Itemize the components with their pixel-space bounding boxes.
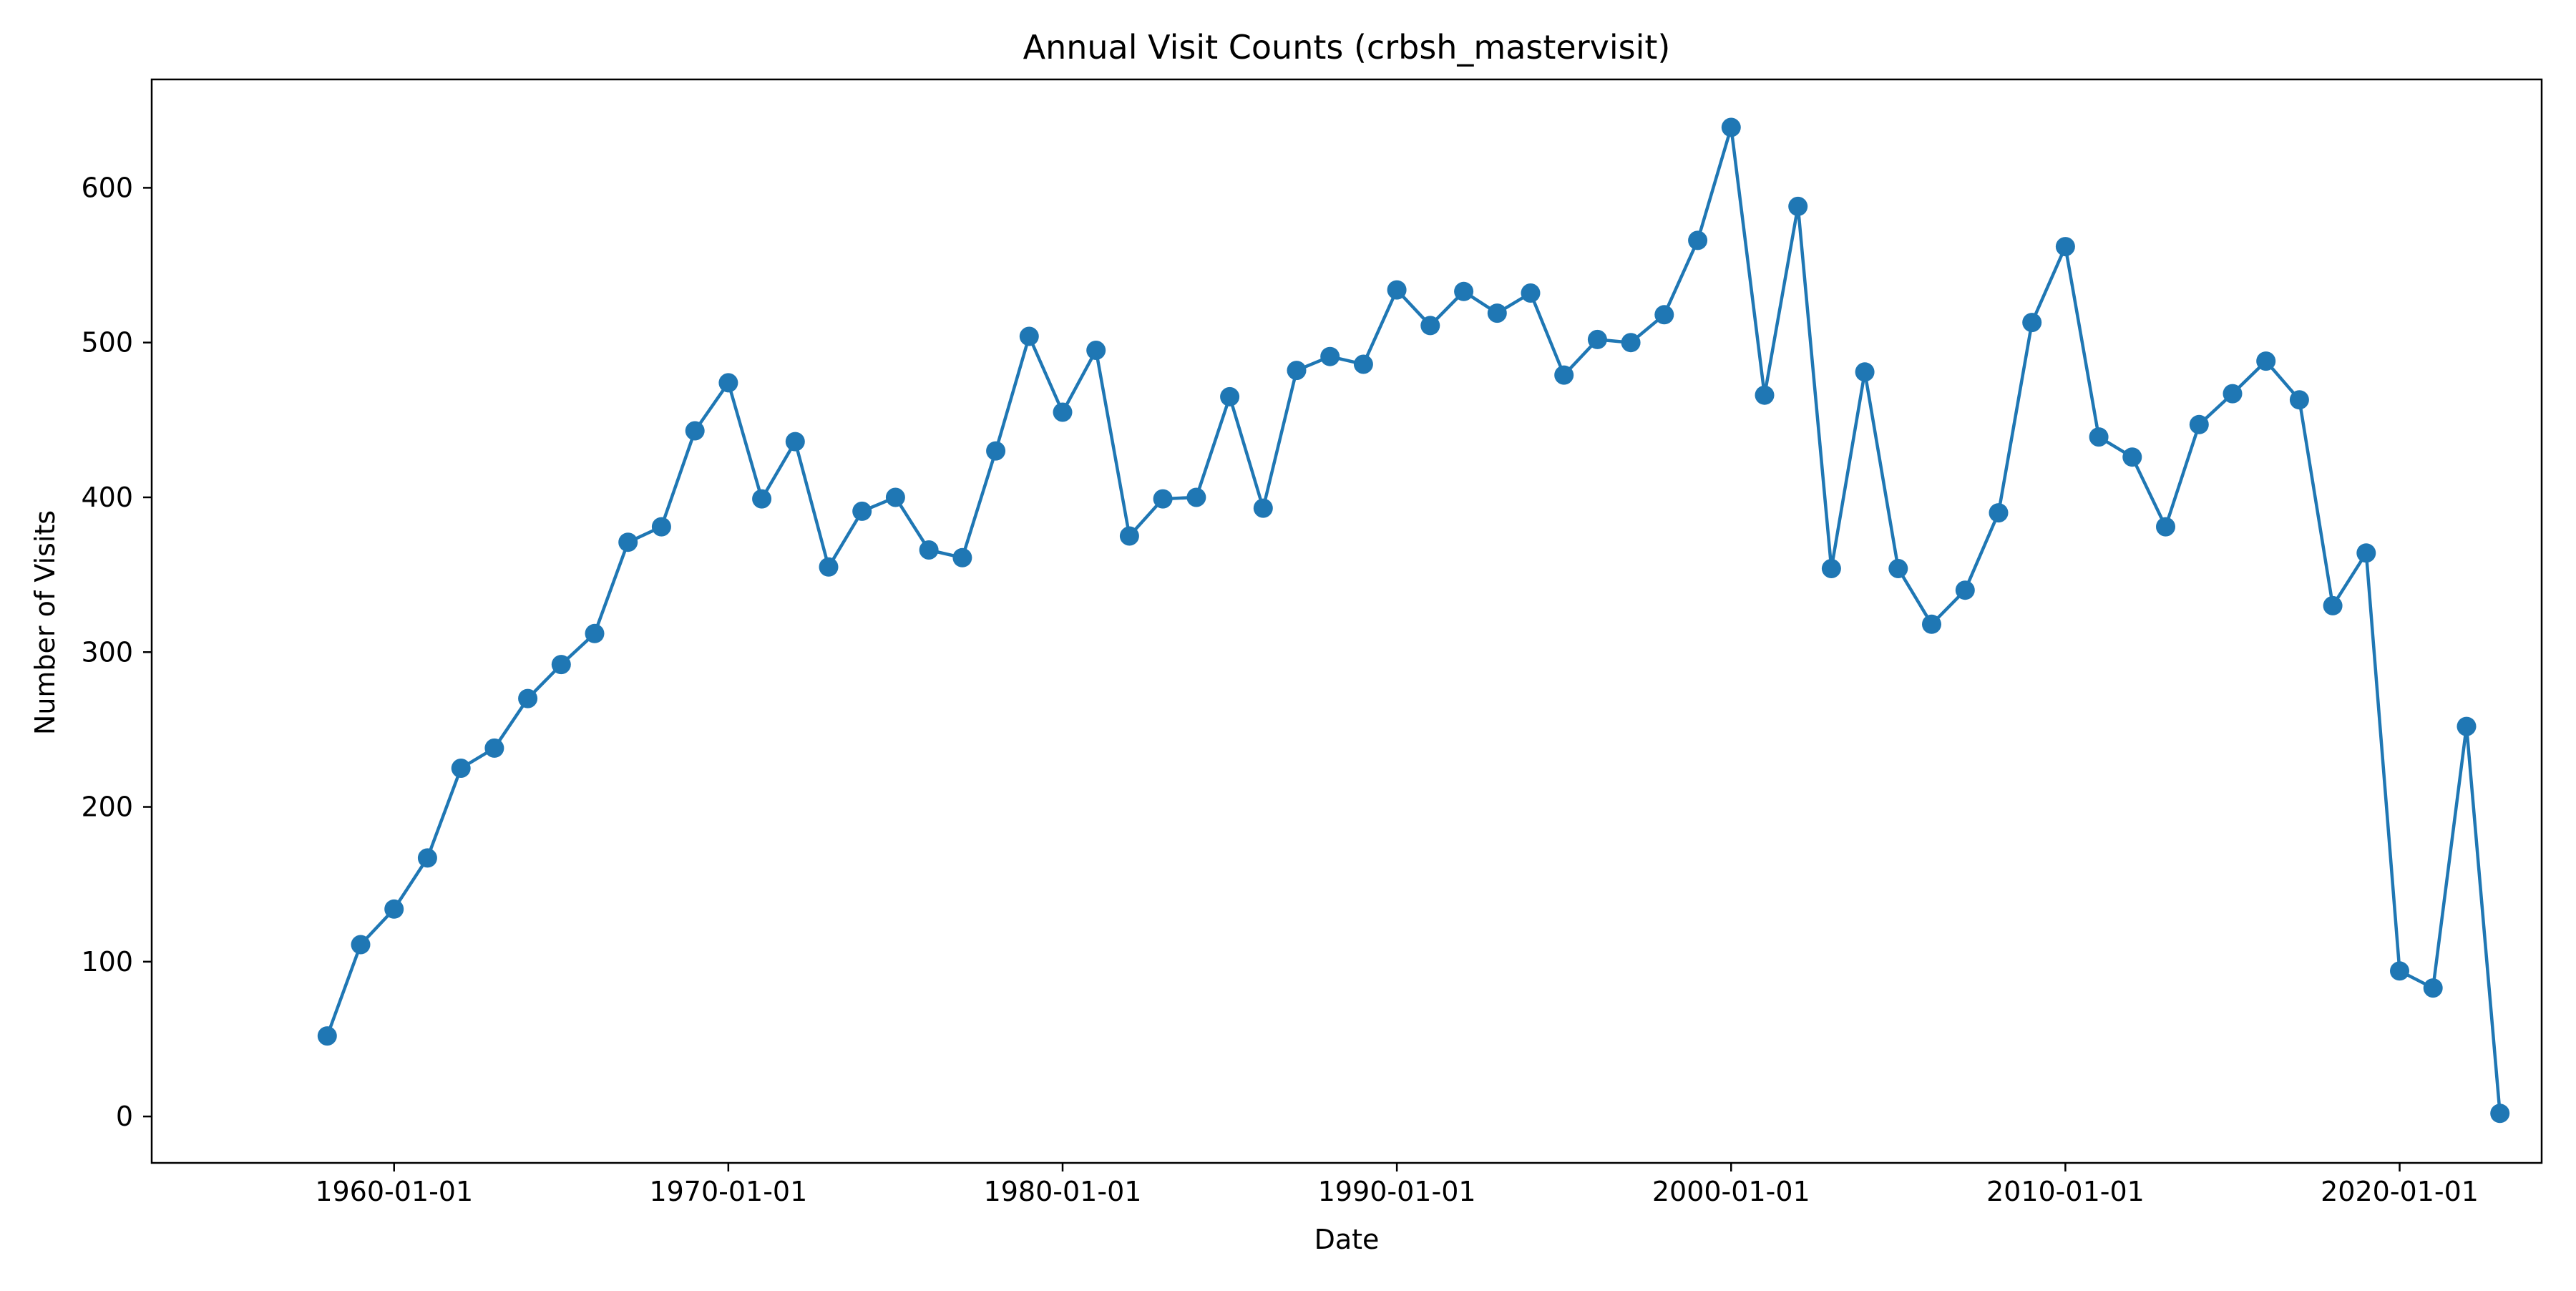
data-point (618, 532, 638, 552)
data-point (1688, 230, 1708, 250)
data-point (2022, 313, 2042, 333)
data-point (585, 623, 605, 643)
data-point (2256, 351, 2276, 371)
data-point (1554, 365, 1574, 385)
data-point (1654, 305, 1674, 325)
data-point (2423, 978, 2443, 998)
data-point (2189, 414, 2209, 434)
data-point (384, 899, 404, 919)
data-point (1821, 559, 1841, 578)
data-point (1220, 386, 1240, 406)
data-point (1721, 117, 1741, 137)
data-point (2490, 1104, 2510, 1124)
data-point (1855, 362, 1875, 382)
data-point (2223, 384, 2243, 404)
data-point (1788, 196, 1808, 216)
data-point (2289, 390, 2309, 410)
data-point (852, 501, 872, 521)
data-point (1888, 559, 1908, 578)
data-point (718, 373, 738, 393)
data-point (685, 421, 705, 441)
data-point (1587, 329, 1607, 349)
data-point (518, 688, 538, 708)
data-point (2055, 237, 2075, 257)
data-point (1454, 281, 1474, 301)
data-point (2323, 595, 2343, 615)
y-tick-label: 400 (81, 482, 133, 513)
data-point (417, 848, 437, 868)
y-tick-label: 100 (81, 946, 133, 978)
data-point (952, 547, 972, 567)
data-point (986, 441, 1006, 461)
data-point (1487, 303, 1507, 323)
series-layer (317, 117, 2510, 1124)
x-tick-label: 1980-01-01 (984, 1176, 1142, 1207)
y-axis-ticks: 0 100 200 300 400 500 600 (81, 172, 152, 1132)
data-point (2457, 716, 2477, 736)
data-point (1153, 489, 1173, 509)
data-point (1086, 341, 1106, 360)
x-axis-ticks: 1960-01-01 1970-01-01 1980-01-01 1990-01-01… (315, 1163, 2479, 1207)
chart-title: Annual Visit Counts (crbsh_mastervisit) (1023, 28, 1671, 67)
y-tick-label: 300 (81, 636, 133, 668)
x-tick-label: 1990-01-01 (1318, 1176, 1476, 1207)
data-point (1755, 385, 1775, 405)
data-point (1287, 361, 1307, 381)
data-point (1053, 402, 1073, 422)
data-point (885, 487, 905, 507)
data-point (1521, 283, 1541, 303)
x-tick-label: 1960-01-01 (315, 1176, 473, 1207)
y-tick-label: 0 (116, 1101, 133, 1132)
data-point (1922, 614, 1941, 634)
data-point (2156, 517, 2175, 537)
data-point (819, 557, 839, 577)
plot-frame (150, 78, 2543, 1164)
data-point (1119, 526, 1139, 546)
data-point (785, 432, 805, 452)
data-point (351, 935, 371, 955)
x-tick-label: 2000-01-01 (1652, 1176, 1810, 1207)
data-point (1621, 333, 1641, 353)
data-point (2122, 447, 2142, 467)
x-tick-label: 2010-01-01 (1986, 1176, 2145, 1207)
series-line (326, 125, 2502, 1116)
data-point (1320, 346, 1340, 366)
y-tick-label: 500 (81, 327, 133, 359)
data-point (451, 759, 471, 778)
x-axis-label: Date (1314, 1224, 1380, 1255)
data-point (1186, 487, 1206, 507)
data-point (651, 517, 671, 537)
y-tick-label: 600 (81, 172, 133, 203)
data-point (2089, 427, 2109, 447)
data-point (1420, 316, 1440, 336)
y-tick-label: 200 (81, 791, 133, 823)
data-point (1253, 498, 1273, 518)
data-point (2390, 961, 2409, 981)
x-tick-label: 1970-01-01 (649, 1176, 807, 1207)
data-point (1955, 580, 1975, 600)
y-axis-label: Number of Visits (29, 510, 61, 735)
data-point (1387, 280, 1407, 300)
data-point (317, 1026, 337, 1046)
data-point (1989, 503, 2009, 523)
data-point (1019, 326, 1039, 346)
data-point (1353, 354, 1373, 374)
data-point (484, 738, 504, 758)
data-point (752, 489, 772, 509)
data-point (551, 655, 571, 675)
x-tick-label: 2020-01-01 (2321, 1176, 2479, 1207)
data-point (919, 540, 939, 560)
data-point (2356, 543, 2376, 563)
